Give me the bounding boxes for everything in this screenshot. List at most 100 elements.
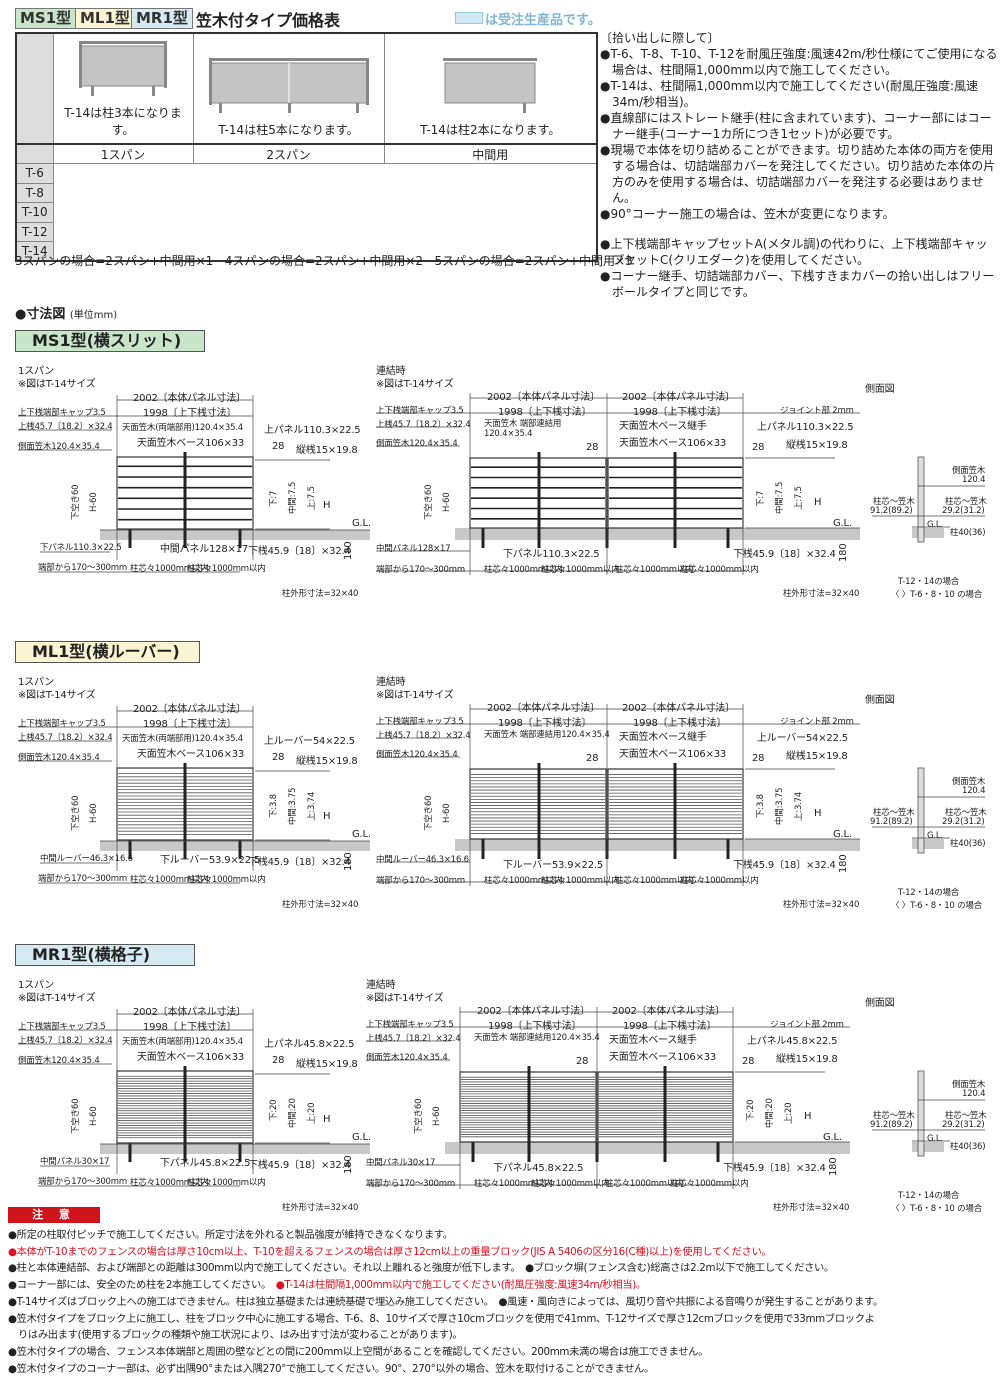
note-item: ●現場で本体を切り詰めることができます。切り詰めた本体の両方を使用する場合は、切…	[600, 143, 996, 205]
note-2span: T-14は柱5本になります。	[218, 123, 359, 137]
label-post-pitch: 柱芯々1000mm以内	[484, 876, 563, 886]
row-t10: T-10	[15, 202, 54, 223]
label-gl: G.L.	[352, 829, 371, 840]
side-kasagi-label: 側面笠木	[952, 777, 986, 787]
caution-text: ●ブロック塀(フェンス含む)総高さは2.2m以下で施工してください。	[525, 1262, 834, 1275]
image-1span: T-14は柱3本になります。	[52, 32, 194, 145]
caution-item: ●笠木付タイプをブロック上に施工し、柱をブロック中心に施工する場合、T-6、8、…	[8, 1310, 875, 1325]
section-title: MR1型(横格子)	[15, 944, 195, 966]
estimation-notes: 〔拾い出しに際して〕 ●T-6、T-8、T-10、T-12を耐風圧強度:風速42…	[600, 30, 998, 300]
label-h: H	[323, 500, 331, 511]
label-body-size: 2002〔本体パネル寸法〕	[487, 392, 600, 403]
side-post	[917, 456, 925, 543]
label-dim-mid: 中間:7.5	[775, 481, 785, 514]
label-post-pitch: 柱芯々1000mm以内	[605, 1179, 684, 1189]
label-h: H	[814, 497, 822, 508]
label-h: H	[323, 811, 331, 822]
fence-post	[527, 1066, 531, 1162]
label-post-pitch: 柱芯々1000mm以内	[130, 1178, 209, 1188]
page-title: 笠木付タイプ価格表	[196, 11, 341, 30]
label-h60: H-60	[89, 1106, 99, 1126]
caution-item: ●本体がT-10までのフェンスの場合は厚さ10cm以上、T-10を超えるフェンス…	[8, 1243, 772, 1258]
label-dim-bottom: 下:3.8	[269, 794, 279, 818]
label-lower-mid: 下パネル110.3×22.5	[503, 549, 600, 560]
label-dim-bottom: 下:3.8	[756, 794, 766, 818]
side-note-1: T-12・14の場合	[898, 577, 960, 587]
joined-size-note: ※図はT-14サイズ	[366, 993, 444, 1004]
tab-ms1[interactable]: MS1型	[15, 8, 77, 29]
label-h60: H-60	[432, 1106, 442, 1126]
label-post-pitch: 柱芯々1000mm以内	[680, 565, 759, 575]
label-post-pitch: 柱芯々1000mm以内	[130, 564, 209, 574]
label-rail-size: 1998〔上下桟寸法〕	[498, 718, 592, 729]
label-dim-mid: 中間:7.5	[288, 481, 298, 514]
label-joint: ジョイント部 2mm	[770, 1020, 844, 1030]
label-post-pitch: 柱芯々1000mm以内	[615, 876, 694, 886]
fence-post	[726, 528, 730, 548]
label-end-distance: 端部から170〜300mm	[38, 1177, 127, 1187]
combo-3span: 3スパンの場合=2スパン+中間用×1	[15, 254, 214, 268]
label-rail-size: 1998〔上下桟寸法〕	[498, 407, 592, 418]
ground-band	[455, 839, 860, 851]
label-joint: ジョイント部 2mm	[780, 406, 854, 416]
caution-text: ●所定の柱取付ピッチで施工してください。所定寸法を外れると製品強度が維持できなく…	[8, 1229, 453, 1241]
caution-item: りはみ出ます(使用するブロックの種類や施工状況により、はみ出す寸法が変わることが…	[8, 1326, 463, 1341]
caution-header: 注 意	[8, 1207, 100, 1223]
tab-ml1[interactable]: ML1型	[75, 8, 135, 29]
caution-item: ●T-14サイズはブロック上への施工はできません。柱は独立基礎または連続基礎で埋…	[8, 1293, 883, 1308]
side-kasagi-size: 120.4	[962, 1089, 986, 1099]
legend-swatch	[455, 12, 483, 24]
side-view-title: 側面図	[865, 384, 895, 395]
row-t6: T-6	[15, 163, 54, 184]
side-note-1: T-12・14の場合	[898, 888, 960, 898]
caution-text: ●コーナー部には、安全のため柱を2本施工してください。	[8, 1279, 276, 1292]
label-h60: H-60	[442, 492, 452, 512]
dimension-title: ●寸法図	[15, 307, 66, 322]
label-lower-mid: 下パネル45.8×22.5	[493, 1163, 584, 1174]
fence-1span-icon	[79, 41, 167, 96]
label-dim-top: 上:3.74	[794, 791, 804, 821]
label-end-distance: 端部から170〜300mm	[376, 565, 465, 575]
side-view-title: 側面図	[865, 998, 895, 1009]
caution-text: ●T-14は柱間隔1,000mm以内で施工してください(耐風圧強度:風速34m/…	[275, 1279, 647, 1292]
legend-text: は受注生産品です。	[485, 13, 601, 28]
fence-post	[673, 763, 677, 859]
span-combinations: 3スパンの場合=2スパン+中間用×1 4スパンの場合=2スパン+中間用×2 5ス…	[15, 252, 633, 269]
side-gl-label: G.L.	[927, 831, 943, 841]
label-bottom-gap: 下空き60	[71, 1098, 81, 1134]
label-post-pitch: 柱芯々1000mm以内	[187, 1178, 266, 1188]
label-dim-bottom: 下:20	[746, 1099, 756, 1121]
label-pitch: 28	[586, 753, 599, 764]
label-post-pitch: 柱芯々1000mm以内	[541, 876, 620, 886]
label-body-size: 2002〔本体パネル寸法〕	[622, 392, 735, 403]
joined-caption: 連結時	[366, 980, 396, 991]
header-corner	[15, 143, 54, 164]
label-dim-top: 上:3.74	[307, 791, 317, 821]
label-cap: 上下桟端部キャップ3.5	[376, 406, 464, 416]
fence-post	[537, 452, 541, 548]
label-lower-mid: 下ルーバー53.9×22.5	[503, 860, 604, 871]
side-post-label: 柱40(36)	[950, 528, 986, 538]
fence-post	[183, 452, 187, 548]
label-vertical-bar: 縦桟15×19.8	[296, 1059, 358, 1070]
ground-band	[912, 839, 944, 849]
side-kasagi-size: 120.4	[962, 475, 986, 485]
image-2span: T-14は柱5本になります。	[192, 32, 385, 145]
tab-mr1[interactable]: MR1型	[131, 8, 193, 29]
side-note-2: 〈 〉T-6・8・10 の場合	[891, 590, 983, 600]
label-bottom-rail: 下桟45.9〔18〕×32.4	[248, 546, 351, 557]
side-post	[917, 767, 925, 854]
label-body-size: 2002〔本体パネル寸法〕	[487, 703, 600, 714]
label-kasagi-base: 天面笠木ベース106×33	[137, 438, 245, 449]
caution-text: ●柱と本体連結部、および端部との距離は300mm以内で施工してください。それ以上…	[8, 1262, 526, 1275]
label-bottom-gap: 下空き60	[71, 484, 81, 520]
label-top-panel: 上パネル110.3×22.5	[757, 422, 854, 433]
row-t12: T-12	[15, 221, 54, 242]
fence-post	[238, 1143, 242, 1162]
caution-text: ●風速・風向きによっては、風切り音や共振による音鳴りが発生することがあります。	[498, 1295, 884, 1308]
label-gl: G.L.	[352, 1132, 371, 1143]
label-post-pitch: 柱芯々1000mm以内	[474, 1179, 553, 1189]
label-depth: 180	[838, 854, 849, 874]
note-item: ●直線部にはストレート継手(柱に含まれています)、コーナー部にはコーナー継手(コ…	[600, 111, 992, 141]
